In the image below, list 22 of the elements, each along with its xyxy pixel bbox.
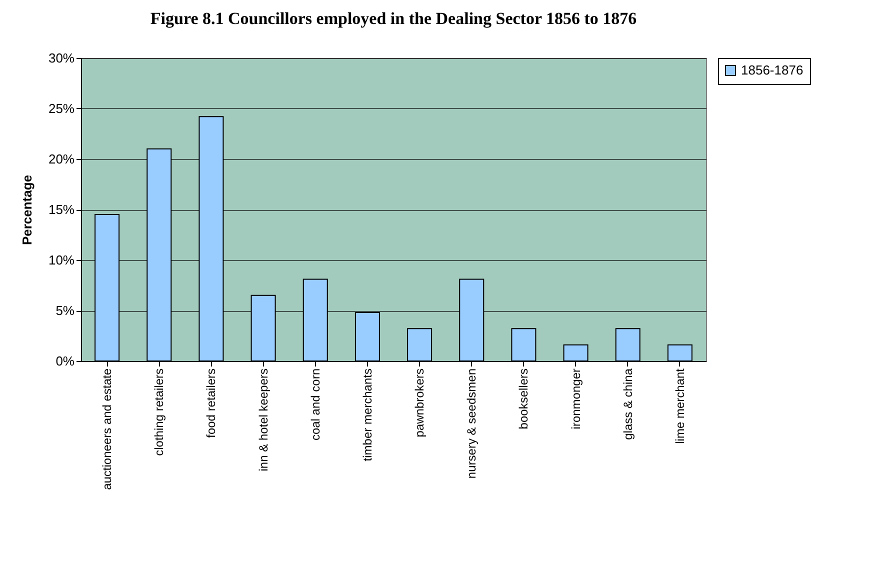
x-tick-label: inn & hotel keepers bbox=[256, 368, 270, 472]
x-tick-label: timber merchants bbox=[360, 368, 374, 462]
x-tick-label: coal and corn bbox=[308, 368, 322, 441]
x-tick-label: ironmonger bbox=[568, 368, 583, 430]
y-tick-label: 30% bbox=[48, 50, 75, 66]
legend-label: 1856-1876 bbox=[741, 62, 804, 78]
y-tick-label: 15% bbox=[48, 202, 75, 217]
x-tick-label: pawnbrokers bbox=[412, 368, 427, 438]
x-tick-label: nursery & seedsmen bbox=[464, 368, 479, 479]
x-tick-label: auctioneers and estate bbox=[100, 368, 114, 490]
y-tick-label: 20% bbox=[48, 152, 75, 166]
x-tick-label: food retailers bbox=[204, 368, 218, 438]
x-tick-label: clothing retailers bbox=[152, 368, 166, 456]
y-tick-label: 0% bbox=[56, 354, 75, 368]
y-tick-label: 10% bbox=[48, 252, 75, 268]
y-tick-label: 5% bbox=[56, 303, 75, 318]
x-tick-label: booksellers bbox=[516, 368, 531, 430]
y-axis-title: Percentage bbox=[19, 174, 34, 246]
chart-title: Figure 8.1 Councillors employed in the Dealing Sector 1856 to 1876 bbox=[150, 9, 637, 28]
x-tick-label: lime merchant bbox=[672, 368, 687, 444]
y-tick-label: 25% bbox=[48, 101, 75, 116]
x-tick-label: glass & china bbox=[620, 368, 635, 440]
